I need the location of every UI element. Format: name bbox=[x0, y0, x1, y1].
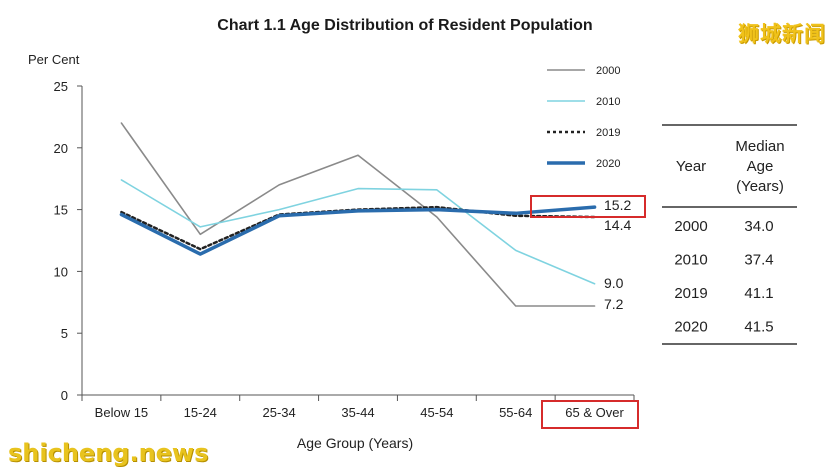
legend-label-2010: 2010 bbox=[596, 96, 620, 108]
y-tick-label: 10 bbox=[54, 264, 68, 279]
table-cell-year: 2020 bbox=[674, 319, 707, 336]
y-axis-title: Per Cent bbox=[28, 52, 80, 67]
table-cell-median-age: 41.5 bbox=[744, 319, 773, 336]
table-cell-median-age: 41.1 bbox=[744, 285, 773, 302]
end-label: 9.0 bbox=[604, 275, 624, 291]
legend: 2000 2010 2019 2020 bbox=[547, 65, 620, 170]
end-label: 7.2 bbox=[604, 296, 624, 312]
x-tick-label: 25-34 bbox=[263, 405, 296, 420]
table-header-line: Age bbox=[747, 158, 774, 175]
x-tick-label: 45-54 bbox=[420, 405, 453, 420]
axes: 0 5 10 15 20 25 Below 15 15-24 25-34 35-44 45-54 55… bbox=[54, 79, 635, 420]
x-tick-label: 65 & Over bbox=[565, 405, 624, 420]
table-cell-year: 2010 bbox=[674, 252, 707, 269]
table-cell-year: 2019 bbox=[674, 285, 707, 302]
y-tick-label: 0 bbox=[61, 388, 68, 403]
end-label: 14.4 bbox=[604, 217, 631, 233]
table-header-line: (Years) bbox=[736, 178, 784, 195]
y-tick-label: 20 bbox=[54, 141, 68, 156]
highlight-boxes bbox=[530, 195, 646, 429]
legend-label-2000: 2000 bbox=[596, 65, 620, 77]
x-axis-title: Age Group (Years) bbox=[297, 435, 413, 451]
x-tick-label: 35-44 bbox=[341, 405, 374, 420]
series-line-2010 bbox=[120, 179, 596, 285]
table-cell-year: 2000 bbox=[674, 218, 707, 235]
table-cell-median-age: 37.4 bbox=[744, 252, 773, 269]
watermark-en: shicheng.news bbox=[8, 439, 209, 467]
watermark-cn: 狮城新闻 bbox=[738, 22, 826, 46]
x-tick-label: Below 15 bbox=[95, 405, 148, 420]
legend-label-2019: 2019 bbox=[596, 127, 620, 139]
highlight-box-65-over bbox=[541, 400, 639, 429]
end-labels: 15.2 14.4 9.0 7.2 bbox=[604, 197, 631, 312]
legend-label-2020: 2020 bbox=[596, 158, 620, 170]
table-cell-median-age: 34.0 bbox=[744, 218, 773, 235]
series-layer bbox=[119, 122, 597, 307]
table-header-line: Median bbox=[735, 138, 784, 155]
table-header-year: Year bbox=[676, 158, 706, 175]
series-line-2020 bbox=[119, 205, 597, 256]
table-header-median-age: Median Age (Years) bbox=[735, 138, 784, 195]
y-tick-label: 15 bbox=[54, 203, 68, 218]
series-line-2000 bbox=[120, 122, 596, 307]
chart-title: Chart 1.1 Age Distribution of Resident P… bbox=[217, 17, 592, 34]
x-tick-label: 15-24 bbox=[184, 405, 217, 420]
y-tick-label: 25 bbox=[54, 79, 68, 94]
highlight-box-15-2 bbox=[530, 195, 646, 218]
y-tick-label: 5 bbox=[61, 326, 68, 341]
median-age-table: Year Median Age (Years) 2000 34.0 2010 37.4 2019… bbox=[662, 124, 797, 345]
end-label: 15.2 bbox=[604, 197, 631, 213]
x-tick-label: 55-64 bbox=[499, 405, 532, 420]
